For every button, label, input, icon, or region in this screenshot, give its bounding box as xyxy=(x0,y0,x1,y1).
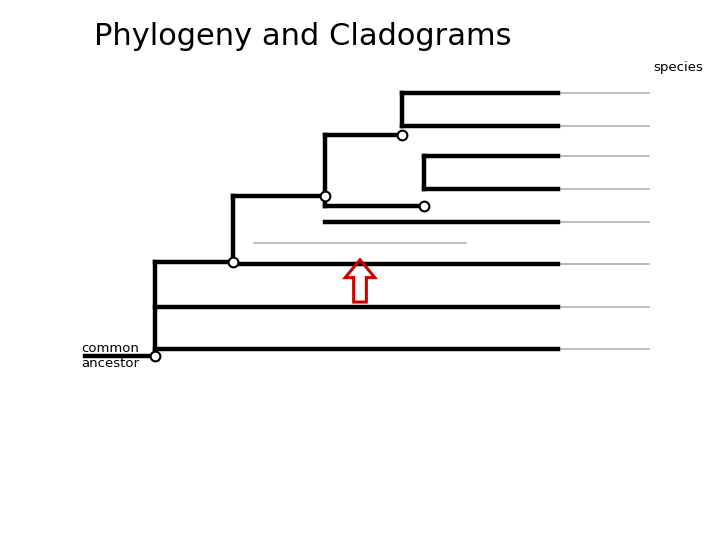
Text: species: species xyxy=(653,60,703,73)
Text: common
ancestor: common ancestor xyxy=(81,342,139,370)
Text: Phylogeny and Cladograms: Phylogeny and Cladograms xyxy=(94,22,511,51)
